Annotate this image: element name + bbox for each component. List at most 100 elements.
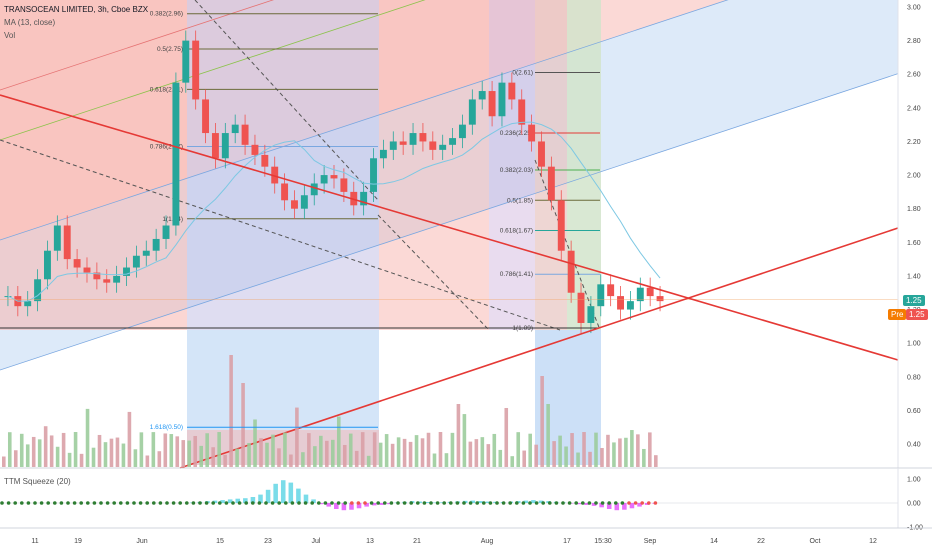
volume-bar xyxy=(432,453,437,467)
candle-body xyxy=(231,124,239,134)
ttm-momentum-bar xyxy=(485,501,491,503)
price-axis-tick: 2.20 xyxy=(907,139,921,146)
ttm-squeeze-dot xyxy=(79,501,83,505)
volume-bar xyxy=(169,434,174,467)
candle-body xyxy=(646,287,654,297)
volume-bar xyxy=(456,404,461,467)
volume-bar xyxy=(235,448,239,467)
time-axis-tick: 15:30 xyxy=(594,538,612,545)
ttm-squeeze-dot xyxy=(561,501,565,505)
fib-right-level-label: 0.5(1.85) xyxy=(507,197,533,204)
time-axis-tick: 17 xyxy=(563,538,571,545)
volume-bar xyxy=(336,416,341,467)
ttm-momentum-bar xyxy=(288,482,294,503)
ttm-squeeze-dot xyxy=(138,501,143,505)
ttm-squeeze-dot xyxy=(594,501,598,505)
ttm-squeeze-dot xyxy=(653,501,658,505)
volume-bar xyxy=(241,383,245,467)
ttm-squeeze-dot xyxy=(396,501,400,505)
ttm-squeeze-dot xyxy=(33,501,37,505)
ttm-momentum-bar xyxy=(265,489,271,503)
volume-bar xyxy=(37,439,42,467)
fib-zone-blue-top xyxy=(187,0,379,330)
ttm-squeeze-dot xyxy=(429,501,433,505)
volume-bar xyxy=(277,448,281,467)
ttm-squeeze-dot xyxy=(204,501,209,505)
ttm-momentum-bar xyxy=(425,502,430,503)
uptrend-line xyxy=(179,227,899,469)
volume-bar xyxy=(217,432,221,467)
ttm-momentum-bar xyxy=(584,503,589,505)
ttm-momentum-bar xyxy=(356,503,362,509)
pre-price-badge: 1.25 xyxy=(906,309,928,320)
candle-body xyxy=(449,138,457,145)
fib-right-level-label: 0.236(2.25) xyxy=(500,130,533,137)
volume-bar xyxy=(313,446,317,467)
ttm-squeeze-dot xyxy=(66,501,70,505)
ttm-squeeze-dot xyxy=(343,501,348,505)
ttm-momentum-bar xyxy=(432,502,438,504)
price-axis-tick: 1.40 xyxy=(907,273,921,280)
ttm-squeeze-dot xyxy=(46,501,50,505)
candle-body xyxy=(83,267,91,273)
ttm-squeeze-dot xyxy=(257,501,262,505)
candle-body xyxy=(320,175,328,184)
volume-bar xyxy=(121,443,126,467)
candle-body xyxy=(162,225,170,239)
ttm-momentum-bar xyxy=(379,503,385,505)
ttm-momentum-bar xyxy=(576,503,582,505)
ttm-squeeze-dot xyxy=(211,501,215,505)
ttm-squeeze-dot xyxy=(330,501,334,505)
volume-bar xyxy=(480,437,485,467)
volume-bar xyxy=(319,435,323,467)
volume-bar xyxy=(103,442,108,467)
channel-line-5 xyxy=(0,73,899,371)
ttm-momentum-bar xyxy=(349,503,354,510)
time-axis-tick: 23 xyxy=(264,538,272,545)
ttm-squeeze-dot xyxy=(224,501,229,505)
ttm-squeeze-dot xyxy=(218,501,222,505)
symbol-title[interactable]: TRANSOCEAN LIMITED, 3h, Cboe BZX xyxy=(4,5,149,14)
time-axis-tick: 22 xyxy=(757,538,765,545)
ttm-squeeze-dot xyxy=(363,501,367,505)
ttm-squeeze-dot xyxy=(416,501,420,505)
candle-body xyxy=(360,191,368,206)
ttm-squeeze-dot xyxy=(297,501,301,505)
volume-bar xyxy=(283,432,287,467)
candle-body xyxy=(93,272,101,280)
ma-legend[interactable]: MA (13, close) xyxy=(4,18,56,27)
volume-bar xyxy=(600,448,604,467)
volume-bar xyxy=(588,451,592,467)
candle-body xyxy=(607,284,615,297)
ttm-squeeze-dot xyxy=(132,501,136,505)
volume-bar xyxy=(546,404,550,467)
volume-bar xyxy=(127,411,132,467)
ttm-momentum-bar xyxy=(235,498,241,503)
volume-legend[interactable]: Vol xyxy=(4,31,16,40)
volume-bar xyxy=(253,419,257,467)
candle-body xyxy=(202,99,210,134)
ttm-momentum-bar xyxy=(250,497,256,503)
ttm-squeeze-dot xyxy=(627,501,631,505)
volume-bar xyxy=(31,436,36,467)
volume-bar xyxy=(342,444,347,467)
volume-bar xyxy=(624,437,628,467)
ttm-momentum-bar xyxy=(599,503,604,508)
volume-bar xyxy=(402,438,407,467)
ttm-momentum-bar xyxy=(364,503,369,507)
ttm-squeeze-dot xyxy=(508,501,512,505)
ttm-squeeze-dot xyxy=(20,501,24,505)
ttm-squeeze-dot xyxy=(369,501,374,505)
volume-bar xyxy=(570,433,574,467)
ttm-momentum-bar xyxy=(334,503,339,509)
ttm-squeeze-dot xyxy=(620,501,625,505)
channel-line-2 xyxy=(0,0,275,91)
time-axis-tick: Aug xyxy=(481,538,494,545)
ttm-squeeze-dot xyxy=(86,501,90,505)
last-price-badge: 1.25 xyxy=(903,295,925,306)
volume-bar xyxy=(79,453,84,467)
candle-body xyxy=(73,259,81,268)
ttm-axis-tick: 0.00 xyxy=(907,501,921,508)
ttm-squeeze-legend[interactable]: TTM Squeeze (20) xyxy=(4,477,71,486)
time-axis-tick: 12 xyxy=(869,538,877,545)
